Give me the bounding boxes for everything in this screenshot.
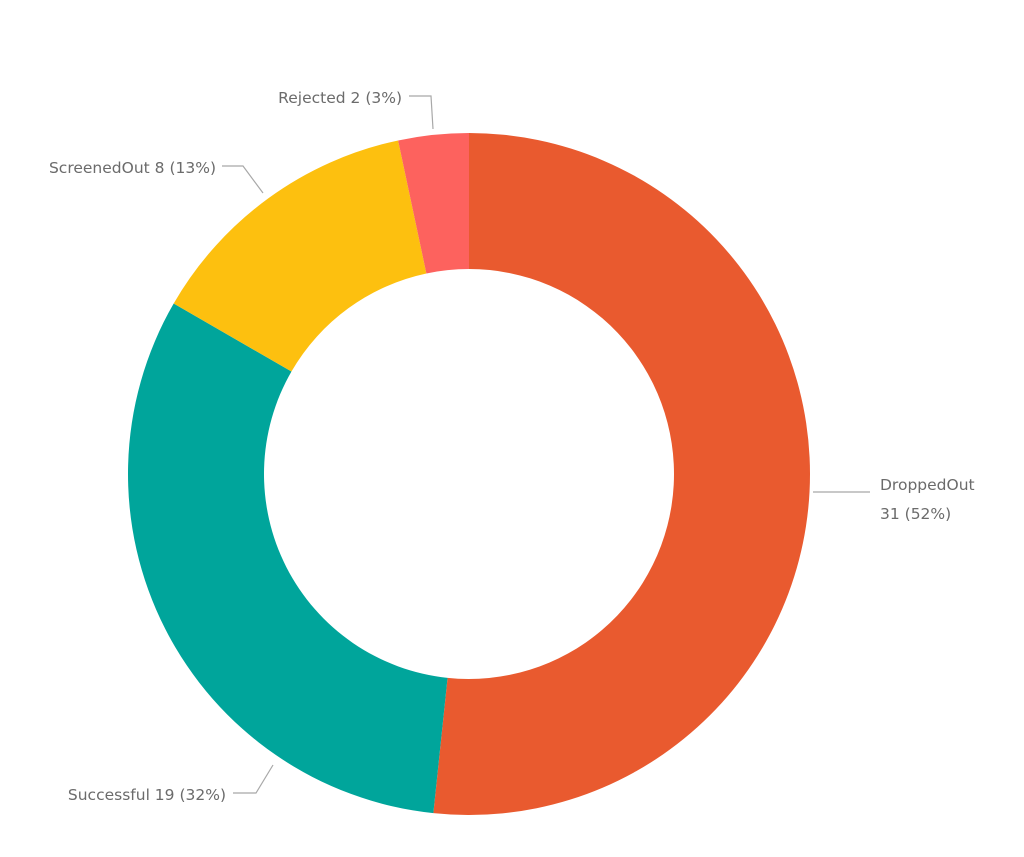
leader-line-rejected [409, 95, 434, 130]
slice-screenedout[interactable] [173, 140, 427, 372]
slice-droppedout[interactable] [433, 133, 810, 815]
leader-lines [222, 95, 870, 794]
leader-line-successful [233, 764, 274, 794]
donut-slices [127, 133, 810, 815]
slice-labels: DroppedOut 31 (52%) Successful 19 (32%) Scr… [49, 89, 975, 804]
leader-line-screenedout [222, 165, 264, 194]
slice-label-droppedout: DroppedOut [880, 476, 975, 494]
slice-rejected[interactable] [398, 133, 469, 274]
slice-label-screenedout: ScreenedOut 8 (13%) [49, 159, 216, 177]
slice-successful[interactable] [127, 303, 448, 814]
slice-label-droppedout-value: 31 (52%) [880, 505, 951, 523]
slice-label-rejected: Rejected 2 (3%) [278, 89, 402, 107]
slice-label-successful: Successful 19 (32%) [68, 786, 226, 804]
